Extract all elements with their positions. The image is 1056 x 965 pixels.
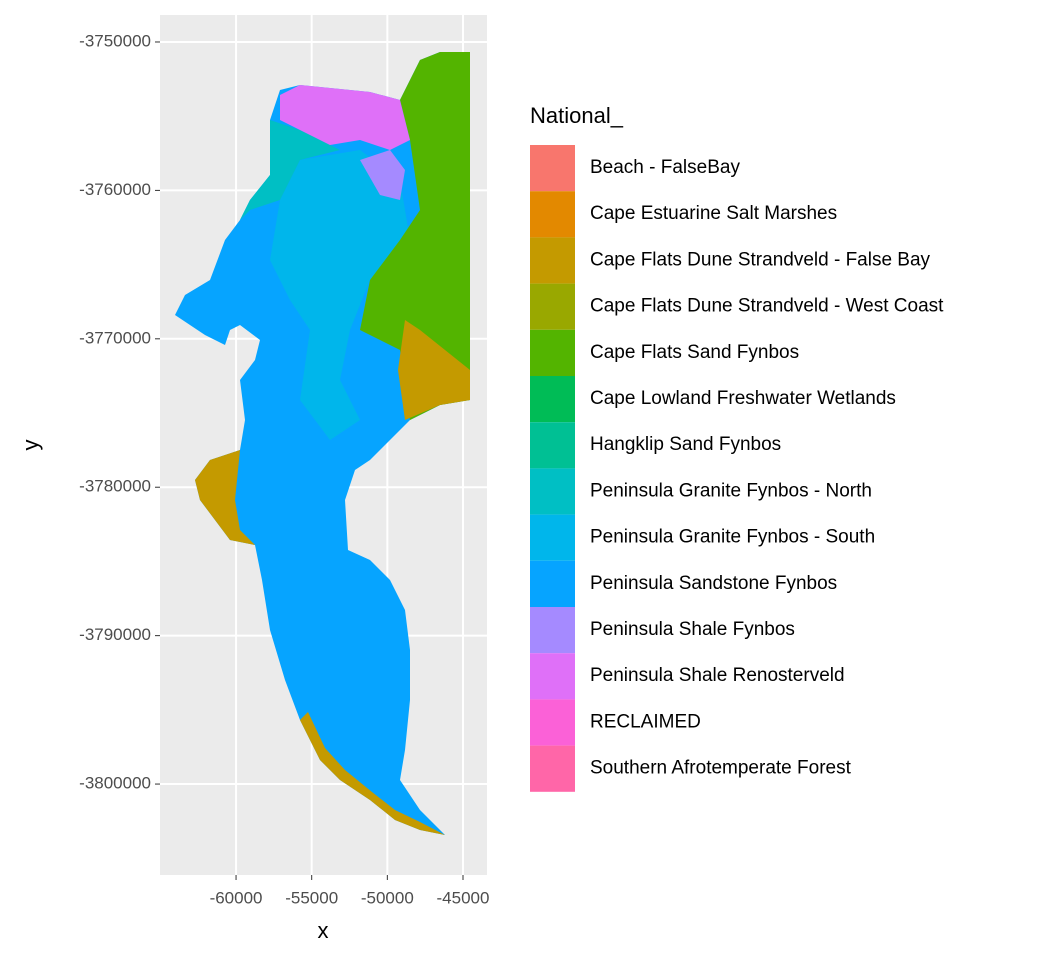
x-tick-label: -60000: [210, 888, 263, 907]
region-sand-fynbos: [360, 52, 470, 420]
x-axis-title: x: [318, 918, 329, 943]
legend-key: [530, 283, 575, 330]
legend-key: [530, 653, 575, 700]
x-tick-label: -50000: [361, 888, 414, 907]
legend: Beach - FalseBay Cape Estuarine Salt Mars…: [530, 145, 944, 792]
legend-key: [530, 237, 575, 284]
y-tick-label: -3790000: [79, 625, 151, 644]
y-axis-title: y: [18, 440, 43, 451]
region-renosterveld: [280, 85, 410, 150]
legend-key: [530, 699, 575, 746]
legend-label: Southern Afrotemperate Forest: [590, 758, 852, 779]
region-granite-south: [270, 150, 410, 440]
legend-label: Peninsula Shale Renosterveld: [590, 665, 845, 686]
legend-label: RECLAIMED: [590, 711, 701, 732]
legend-label: Hangklip Sand Fynbos: [590, 434, 781, 455]
legend-label: Cape Estuarine Salt Marshes: [590, 203, 837, 224]
legend-key: [530, 607, 575, 654]
legend-key: [530, 145, 575, 192]
legend-key: [530, 422, 575, 469]
legend-key: [530, 191, 575, 238]
legend-key: [530, 514, 575, 561]
legend-label: Cape Flats Dune Strandveld - False Bay: [590, 249, 931, 270]
legend-label: Peninsula Granite Fynbos - South: [590, 527, 875, 548]
y-tick-label: -3750000: [79, 31, 151, 50]
legend-label: Cape Flats Dune Strandveld - West Coast: [590, 296, 944, 317]
legend-label: Cape Flats Sand Fynbos: [590, 342, 799, 363]
legend-label: Peninsula Granite Fynbos - North: [590, 480, 872, 501]
legend-title: National_: [530, 103, 624, 128]
legend-label: Beach - FalseBay: [590, 157, 740, 178]
y-tick-label: -3760000: [79, 180, 151, 199]
region-granite-north: [240, 120, 340, 220]
legend-key: [530, 468, 575, 515]
legend-label: Cape Lowland Freshwater Wetlands: [590, 388, 896, 409]
legend-key: [530, 745, 575, 792]
legend-key: [530, 329, 575, 376]
legend-key: [530, 560, 575, 607]
map-regions: [175, 52, 470, 835]
region-strandveld: [398, 320, 470, 420]
legend-label: Peninsula Sandstone Fynbos: [590, 573, 837, 594]
region-shale: [360, 150, 405, 200]
y-tick-label: -3770000: [79, 328, 151, 347]
legend-label: Peninsula Shale Fynbos: [590, 619, 795, 640]
x-tick-label: -45000: [437, 888, 490, 907]
x-tick-label: -55000: [285, 888, 338, 907]
axes: -3750000 -3760000 -3770000 -3780000 -3790000…: [79, 31, 489, 907]
legend-key: [530, 376, 575, 423]
y-tick-label: -3780000: [79, 477, 151, 496]
region-coastal: [195, 450, 255, 545]
y-tick-label: -3800000: [79, 774, 151, 793]
